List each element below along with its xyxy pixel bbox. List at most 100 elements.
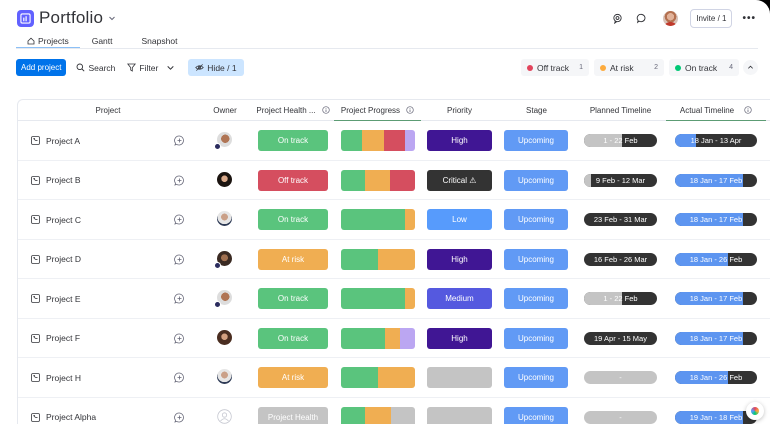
health-status[interactable]: Project Health	[258, 406, 328, 424]
search-button[interactable]: Search	[76, 59, 115, 76]
stage-label[interactable]: Upcoming	[504, 209, 568, 230]
column-header-priority[interactable]: Priority	[421, 100, 498, 120]
actual-timeline[interactable]: 18 Jan - 17 Feb	[675, 213, 757, 226]
filter-button[interactable]: Filter	[127, 59, 178, 76]
planned-timeline[interactable]: 19 Apr - 15 May	[584, 331, 657, 345]
filter-chip-off-track[interactable]: Off track 1	[521, 59, 589, 76]
invite-button[interactable]: Invite / 1	[690, 9, 733, 28]
health-status[interactable]: At risk	[258, 367, 328, 388]
add-update-icon[interactable]	[174, 372, 185, 383]
info-icon[interactable]	[744, 106, 752, 114]
health-status[interactable]: On track	[258, 327, 328, 349]
owner-avatar[interactable]	[214, 290, 232, 308]
owner-avatar[interactable]	[217, 171, 232, 187]
owner-avatar[interactable]	[217, 369, 232, 384]
health-status[interactable]: Off track	[258, 169, 328, 191]
comment-icon[interactable]	[635, 13, 647, 25]
column-header-health[interactable]: Project Health ...	[252, 100, 334, 120]
table-row[interactable]: Project B Off track Critical ⚠ Upcoming …	[18, 161, 770, 200]
priority-label[interactable]: High	[427, 130, 492, 151]
add-update-icon[interactable]	[174, 412, 185, 423]
add-update-icon[interactable]	[174, 175, 185, 186]
table-row[interactable]: Project Alpha Project Health Upcoming - …	[18, 398, 770, 424]
stage-label[interactable]: Upcoming	[504, 327, 568, 349]
stage-label[interactable]: Upcoming	[504, 288, 568, 309]
actual-timeline[interactable]: 18 Jan - 17 Feb	[675, 292, 757, 305]
add-update-icon[interactable]	[174, 293, 185, 304]
priority-label[interactable]	[427, 406, 492, 424]
priority-label[interactable]: Low	[427, 209, 492, 230]
collapse-filters-button[interactable]	[743, 60, 758, 75]
project-name-cell[interactable]: Project A	[31, 121, 80, 160]
tab-projects[interactable]: Projects	[16, 32, 80, 49]
table-row[interactable]: Project C On track Low Upcoming 23 Feb -…	[18, 200, 770, 240]
updates-icon[interactable]	[611, 13, 623, 25]
priority-label[interactable]: Medium	[427, 288, 492, 309]
planned-timeline[interactable]: 23 Feb - 31 Mar	[584, 213, 657, 226]
priority-label[interactable]: High	[427, 248, 492, 270]
add-update-icon[interactable]	[174, 333, 185, 344]
project-name-cell[interactable]: Project B	[31, 161, 81, 200]
actual-timeline[interactable]: 18 Jan - 26 Feb	[675, 371, 757, 384]
planned-timeline[interactable]: -	[584, 371, 657, 384]
table-row[interactable]: Project H At risk Upcoming - 18 Jan - 26…	[18, 358, 770, 398]
project-name-cell[interactable]: Project E	[31, 279, 81, 318]
tab-snapshot[interactable]: Snapshot	[131, 32, 189, 49]
stage-label[interactable]: Upcoming	[504, 248, 568, 270]
stage-label[interactable]: Upcoming	[504, 367, 568, 388]
table-row[interactable]: Project F On track High Upcoming 19 Apr …	[18, 319, 770, 358]
add-update-icon[interactable]	[174, 214, 185, 225]
info-icon[interactable]	[321, 106, 330, 114]
more-options-icon[interactable]: •••	[742, 13, 756, 24]
planned-timeline[interactable]: 16 Feb - 26 Mar	[584, 252, 657, 266]
table-row[interactable]: Project A On track High Upcoming 1 - 22 …	[18, 121, 770, 161]
filter-chip-at-risk[interactable]: At risk 2	[594, 59, 664, 76]
owner-avatar[interactable]	[214, 132, 232, 150]
column-header-owner[interactable]: Owner	[198, 100, 252, 120]
stage-label[interactable]: Upcoming	[504, 169, 568, 191]
priority-label[interactable]: Critical ⚠	[427, 169, 492, 191]
empty-owner-icon[interactable]	[217, 408, 232, 424]
add-update-icon[interactable]	[174, 254, 185, 265]
priority-label[interactable]	[427, 367, 492, 388]
priority-label[interactable]: High	[427, 327, 492, 349]
planned-timeline[interactable]: 9 Feb - 12 Mar	[584, 173, 657, 187]
actual-timeline[interactable]: 18 Jan - 17 Feb	[675, 331, 757, 345]
column-header-planned[interactable]: Planned Timeline	[575, 100, 666, 120]
project-name-cell[interactable]: Project D	[31, 240, 81, 279]
chevron-down-icon[interactable]	[108, 14, 116, 22]
column-header-project[interactable]: Project	[18, 100, 198, 120]
owner-avatar[interactable]	[217, 211, 232, 226]
project-name-cell[interactable]: Project H	[31, 358, 81, 397]
actual-timeline[interactable]: 18 Jan - 26 Feb	[675, 252, 757, 266]
actual-timeline[interactable]: 18 Jan - 17 Feb	[675, 173, 757, 187]
project-name-cell[interactable]: Project Alpha	[31, 398, 96, 424]
stage-label[interactable]: Upcoming	[504, 406, 568, 424]
project-name-cell[interactable]: Project C	[31, 200, 81, 239]
chevron-down-icon[interactable]	[166, 63, 175, 72]
health-status[interactable]: On track	[258, 209, 328, 230]
column-header-actual[interactable]: Actual Timeline	[666, 100, 766, 121]
health-status[interactable]: On track	[258, 288, 328, 309]
add-update-icon[interactable]	[174, 135, 185, 146]
health-status[interactable]: On track	[258, 130, 328, 151]
ai-assistant-button[interactable]	[746, 402, 764, 420]
tab-gantt[interactable]: Gantt	[80, 32, 131, 49]
info-icon[interactable]	[406, 106, 414, 114]
stage-label[interactable]: Upcoming	[504, 130, 568, 151]
owner-avatar[interactable]	[214, 250, 232, 269]
add-project-button[interactable]: Add project	[16, 59, 67, 76]
actual-timeline[interactable]: 19 Jan - 18 Feb	[675, 410, 757, 424]
owner-avatar[interactable]	[217, 329, 232, 345]
planned-timeline[interactable]: 1 - 22 Feb	[584, 134, 657, 147]
table-row[interactable]: Project E On track Medium Upcoming 1 - 2…	[18, 279, 770, 319]
user-avatar[interactable]	[663, 11, 679, 26]
column-header-progress[interactable]: Project Progress	[334, 100, 421, 121]
board-title[interactable]: Portfolio	[39, 8, 104, 27]
column-header-stage[interactable]: Stage	[498, 100, 575, 120]
actual-timeline[interactable]: 18 Jan - 13 Apr	[675, 134, 757, 147]
planned-timeline[interactable]: -	[584, 410, 657, 424]
table-row[interactable]: Project D At risk High Upcoming 16 Feb -…	[18, 240, 770, 279]
planned-timeline[interactable]: 1 - 22 Feb	[584, 292, 657, 305]
health-status[interactable]: At risk	[258, 248, 328, 270]
